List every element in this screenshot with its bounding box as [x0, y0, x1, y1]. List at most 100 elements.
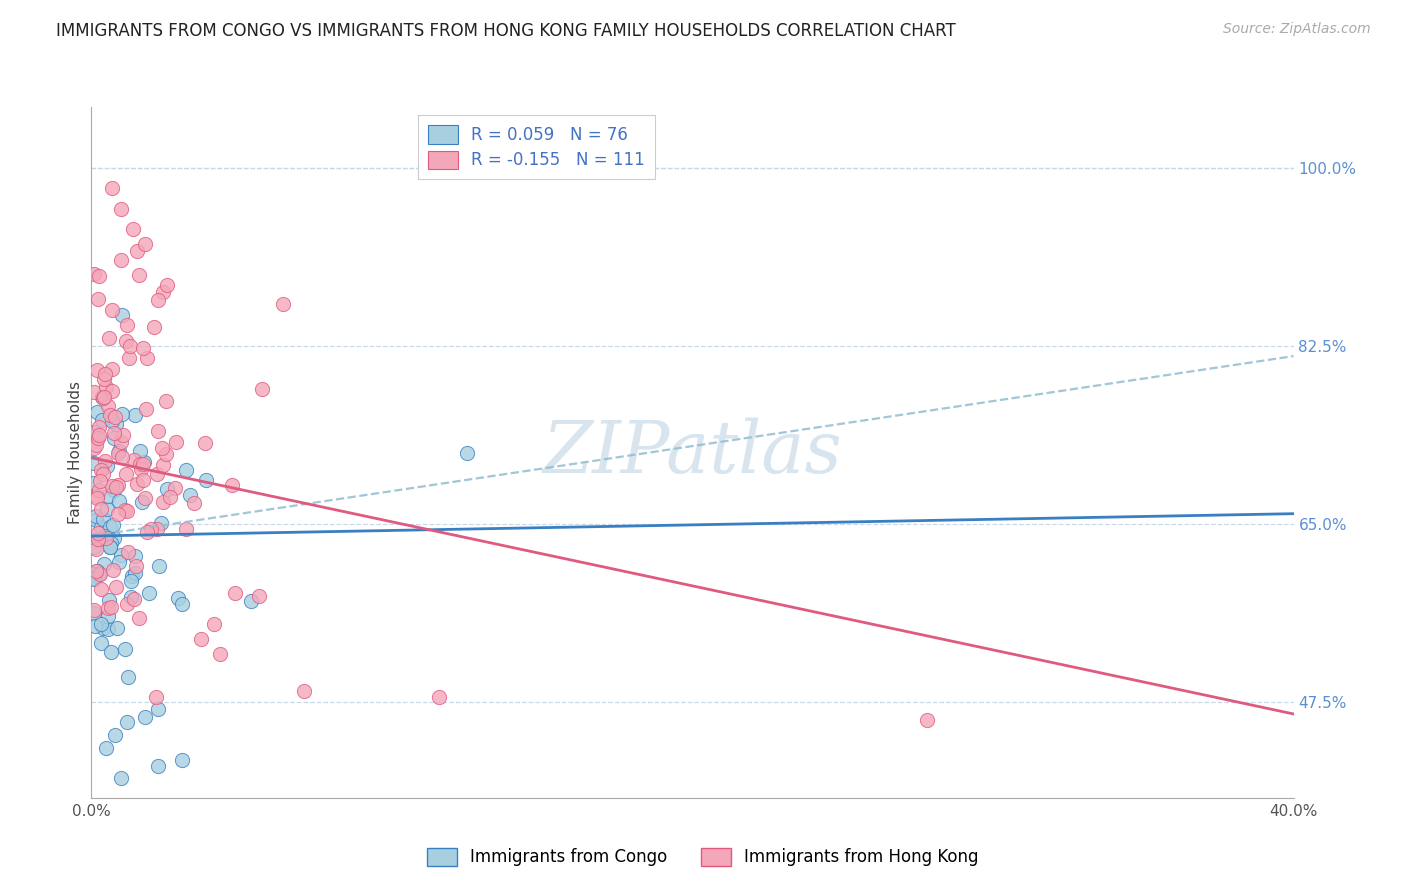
Point: [156, 482, 179, 496]
Point: [104, 417, 127, 432]
Point: [97, 609, 120, 624]
Point: [84, 566, 107, 581]
Point: [93, 390, 115, 404]
Point: [129, 462, 152, 476]
Point: [170, 753, 193, 767]
Point: [115, 334, 138, 349]
Point: [155, 394, 177, 409]
Point: [83, 566, 105, 581]
Point: [87, 567, 110, 582]
Point: [91, 413, 114, 427]
Point: [101, 384, 124, 398]
Point: [100, 302, 122, 317]
Point: [86, 491, 108, 505]
Point: [124, 566, 146, 580]
Point: [146, 759, 169, 773]
Point: [110, 771, 132, 785]
Legend: R = 0.059   N = 76, R = -0.155   N = 111: R = 0.059 N = 76, R = -0.155 N = 111: [418, 115, 655, 179]
Point: [273, 296, 295, 310]
Point: [209, 647, 232, 661]
Point: [107, 478, 129, 492]
Point: [128, 611, 150, 625]
Point: [107, 445, 129, 459]
Point: [93, 558, 115, 572]
Point: [96, 458, 118, 473]
Point: [136, 524, 159, 539]
Point: [93, 372, 115, 386]
Point: [118, 351, 141, 365]
Point: [110, 202, 132, 216]
Point: [112, 427, 135, 442]
Point: [115, 467, 138, 482]
Point: [115, 597, 138, 611]
Point: [101, 563, 124, 577]
Point: [152, 494, 174, 508]
Point: [104, 480, 127, 494]
Point: [94, 528, 117, 542]
Point: [170, 597, 193, 611]
Point: [87, 431, 110, 445]
Point: [179, 488, 201, 502]
Point: [152, 285, 174, 300]
Point: [87, 420, 110, 434]
Text: ZIPatlas: ZIPatlas: [543, 417, 842, 488]
Point: [83, 572, 105, 586]
Point: [86, 513, 108, 527]
Point: [91, 512, 114, 526]
Point: [108, 555, 131, 569]
Point: [120, 590, 142, 604]
Point: [115, 318, 138, 332]
Point: [100, 645, 122, 659]
Point: [83, 425, 105, 440]
Point: [108, 493, 131, 508]
Point: [146, 424, 169, 438]
Point: [103, 483, 125, 498]
Point: [97, 601, 120, 615]
Point: [121, 569, 143, 583]
Point: [127, 244, 149, 258]
Point: [427, 690, 450, 704]
Point: [87, 428, 110, 442]
Point: [183, 495, 205, 509]
Text: Source: ZipAtlas.com: Source: ZipAtlas.com: [1223, 22, 1371, 37]
Point: [98, 409, 121, 423]
Point: [90, 390, 112, 404]
Point: [86, 438, 108, 452]
Point: [114, 503, 136, 517]
Point: [134, 237, 156, 252]
Point: [86, 362, 108, 376]
Point: [97, 399, 120, 413]
Point: [110, 435, 132, 450]
Point: [103, 426, 125, 441]
Point: [86, 564, 108, 578]
Point: [104, 410, 127, 425]
Point: [129, 443, 152, 458]
Point: [155, 277, 177, 292]
Point: [131, 495, 153, 509]
Point: [89, 268, 111, 283]
Point: [143, 320, 166, 334]
Text: IMMIGRANTS FROM CONGO VS IMMIGRANTS FROM HONG KONG FAMILY HOUSEHOLDS CORRELATION: IMMIGRANTS FROM CONGO VS IMMIGRANTS FROM…: [56, 22, 956, 40]
Point: [146, 467, 169, 481]
Point: [159, 491, 181, 505]
Point: [136, 351, 159, 366]
Point: [146, 522, 169, 536]
Point: [103, 431, 125, 445]
Point: [118, 339, 141, 353]
Point: [83, 441, 105, 455]
Point: [84, 508, 107, 523]
Point: [89, 475, 111, 489]
Point: [86, 542, 108, 557]
Point: [101, 518, 124, 533]
Point: [145, 690, 167, 704]
Point: [104, 728, 127, 742]
Point: [100, 478, 122, 492]
Point: [456, 446, 478, 460]
Point: [124, 549, 146, 564]
Point: [104, 580, 127, 594]
Point: [120, 574, 142, 588]
Point: [125, 559, 148, 574]
Point: [132, 473, 155, 487]
Point: [103, 531, 125, 545]
Point: [83, 533, 105, 547]
